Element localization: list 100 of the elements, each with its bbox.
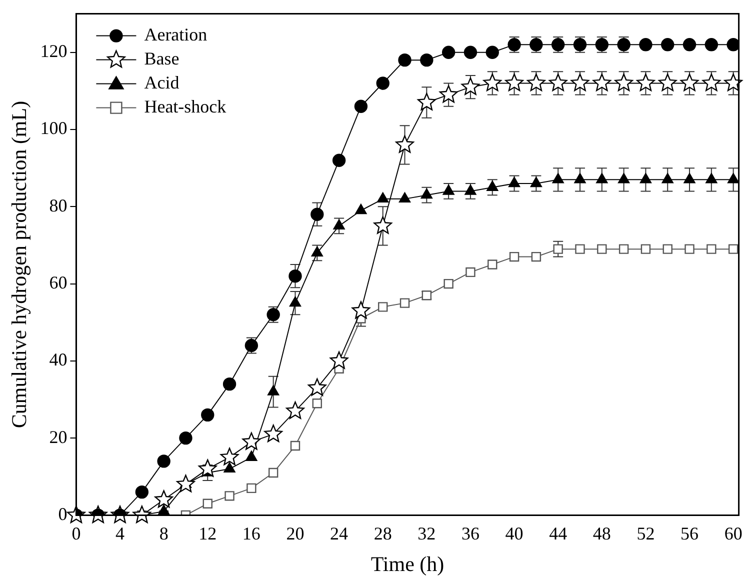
point: [246, 450, 258, 461]
legend-label: Aeration: [144, 24, 208, 45]
point: [224, 491, 234, 501]
point: [330, 351, 348, 369]
x-tick-label: 36: [461, 524, 480, 544]
x-tick-label: 20: [286, 524, 304, 544]
point: [596, 173, 608, 184]
point: [286, 401, 304, 419]
point: [290, 440, 300, 451]
point: [658, 74, 677, 92]
point: [135, 485, 149, 499]
point: [396, 135, 414, 153]
point: [355, 204, 367, 214]
point: [464, 46, 478, 59]
point: [724, 74, 742, 92]
point: [308, 378, 326, 396]
point: [592, 74, 612, 92]
point: [466, 267, 476, 278]
point: [530, 176, 542, 188]
point: [312, 398, 322, 408]
point: [310, 208, 324, 221]
point: [220, 448, 239, 466]
point: [420, 53, 434, 67]
point: [333, 219, 345, 230]
point: [486, 46, 499, 59]
point: [726, 38, 739, 52]
point: [488, 260, 498, 270]
point: [682, 38, 696, 52]
point: [132, 506, 152, 524]
y-tick-label: 80: [49, 195, 68, 216]
point: [398, 53, 412, 67]
point: [574, 173, 586, 184]
point: [268, 468, 278, 478]
y-tick-label: 0: [58, 504, 68, 524]
point: [157, 454, 170, 468]
point: [508, 176, 520, 188]
point: [377, 192, 389, 203]
x-tick-label: 4: [116, 524, 125, 544]
point: [311, 246, 323, 257]
point: [332, 154, 346, 167]
y-tick-label: 60: [49, 272, 68, 293]
point: [684, 244, 694, 254]
point: [661, 38, 674, 52]
point: [527, 74, 546, 92]
point: [354, 100, 368, 113]
point: [640, 173, 652, 184]
point: [509, 252, 520, 262]
x-tick-label: 52: [636, 524, 655, 544]
point: [352, 301, 370, 319]
point: [486, 180, 498, 191]
point: [201, 408, 214, 422]
x-tick-label: 24: [330, 524, 348, 544]
point: [289, 296, 302, 307]
x-tick-label: 12: [198, 524, 217, 544]
point: [442, 46, 456, 59]
y-tick-label: 20: [49, 426, 68, 447]
point: [728, 173, 739, 184]
point: [224, 462, 236, 473]
y-tick-label: 40: [49, 350, 68, 370]
x-tick-label: 0: [72, 524, 81, 544]
x-tick-label: 32: [418, 524, 436, 544]
point: [400, 298, 410, 308]
y-tick-label: 100: [40, 118, 68, 138]
x-tick-label: 28: [374, 524, 392, 544]
point: [483, 74, 502, 92]
point: [246, 483, 256, 494]
legend-label: Base: [144, 48, 180, 69]
point: [464, 184, 476, 195]
point: [202, 498, 212, 508]
point: [704, 38, 718, 52]
point: [680, 74, 699, 92]
point: [618, 244, 629, 254]
point: [420, 188, 432, 199]
point: [398, 192, 411, 203]
point: [531, 252, 542, 262]
point: [570, 74, 590, 92]
x-axis-title: Time (h): [370, 552, 444, 576]
point: [662, 244, 672, 254]
point: [154, 490, 173, 508]
point: [264, 424, 282, 442]
point: [442, 184, 454, 195]
x-tick-label: 44: [549, 524, 568, 544]
point: [179, 431, 192, 445]
point: [439, 85, 458, 103]
point: [444, 278, 454, 289]
point: [614, 74, 633, 92]
x-tick-label: 60: [724, 524, 742, 544]
point: [662, 173, 674, 184]
point: [378, 302, 388, 312]
point: [552, 173, 564, 184]
point: [639, 38, 652, 52]
point: [505, 74, 524, 92]
x-tick-label: 16: [242, 524, 260, 544]
point: [684, 173, 696, 184]
point: [268, 385, 280, 396]
point: [288, 269, 302, 283]
legend-label: Heat-shock: [144, 96, 226, 117]
point: [242, 432, 261, 450]
point: [461, 77, 480, 95]
point: [418, 92, 436, 110]
